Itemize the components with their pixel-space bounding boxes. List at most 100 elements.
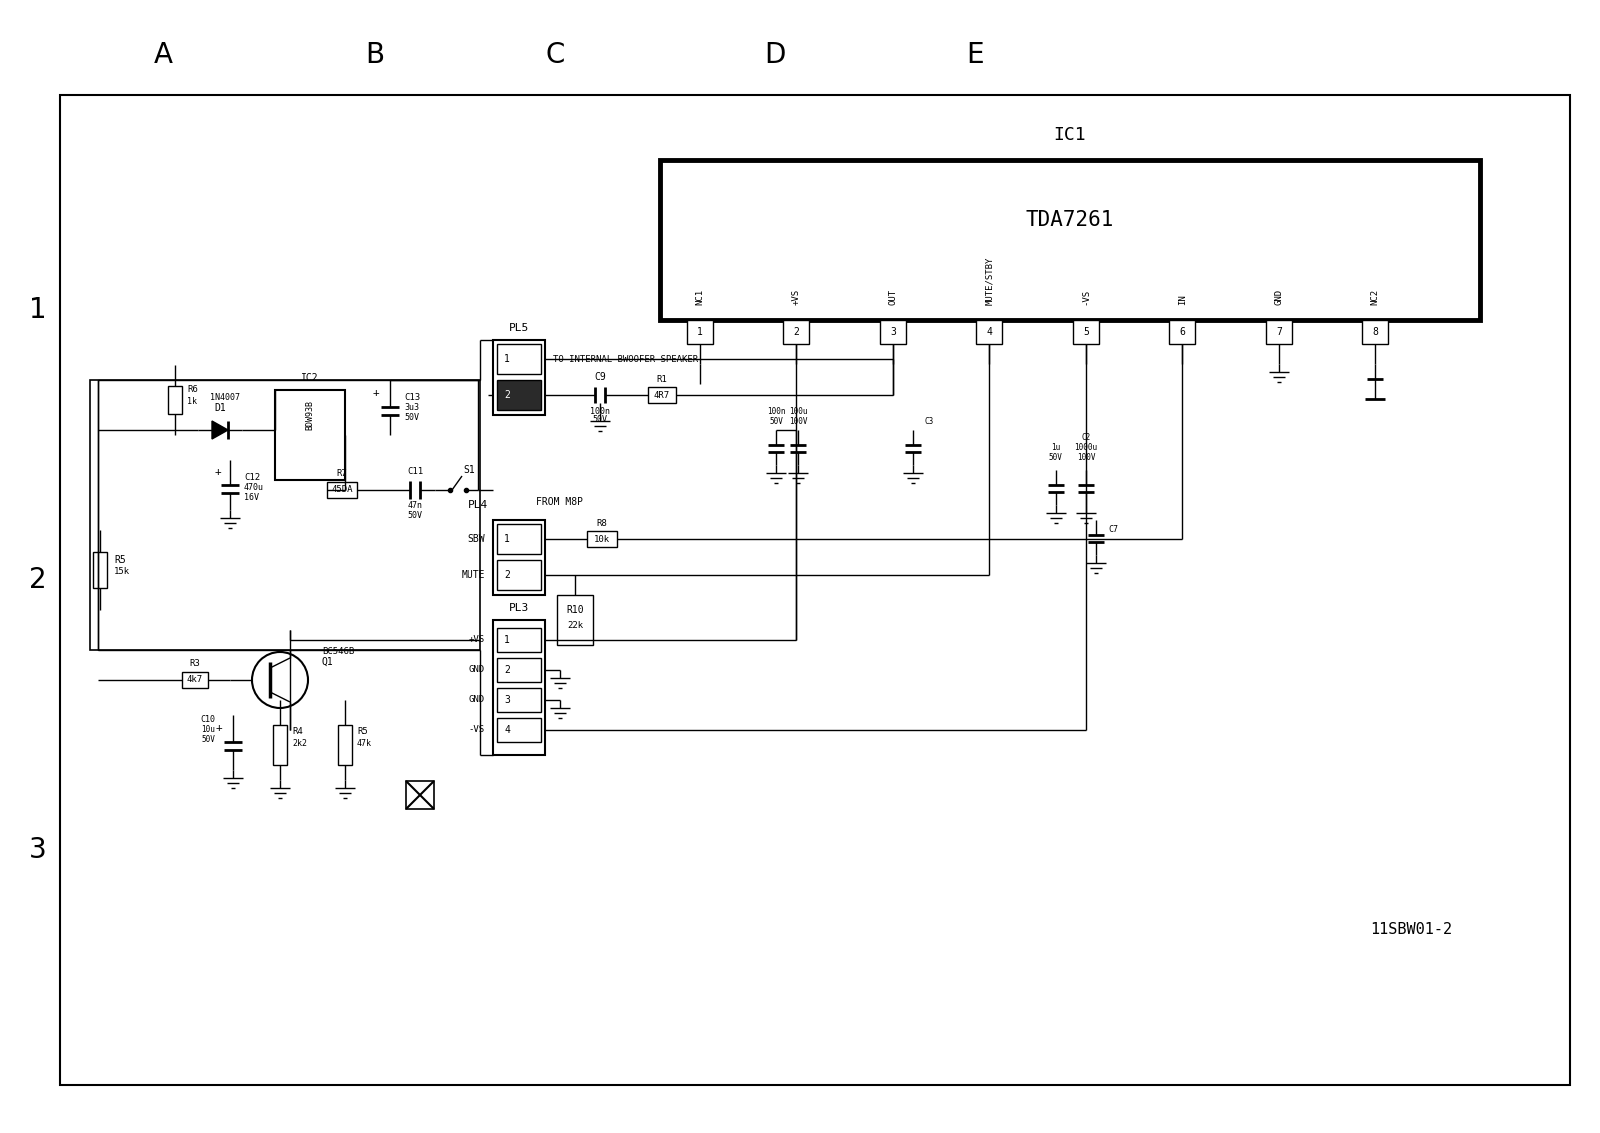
Text: 16V: 16V (243, 494, 259, 503)
Bar (1170, 320, 1195, 344)
Bar (880, 320, 906, 344)
Text: GND: GND (469, 665, 485, 674)
Text: C12: C12 (243, 474, 261, 483)
Text: NC1: NC1 (696, 289, 704, 305)
Text: 1N4007: 1N4007 (210, 393, 240, 402)
Bar (493, 620, 546, 755)
Text: R10: R10 (566, 605, 584, 615)
Bar (182, 672, 208, 688)
Text: S1: S1 (462, 465, 475, 475)
Text: 1k: 1k (187, 398, 197, 407)
Bar (498, 688, 541, 712)
Text: 47n: 47n (408, 502, 422, 511)
Text: 22k: 22k (566, 621, 582, 630)
Text: 47k: 47k (357, 740, 371, 749)
Text: 2: 2 (29, 566, 46, 594)
Bar (661, 160, 1480, 320)
Text: 470u: 470u (243, 484, 264, 493)
Bar (498, 628, 541, 651)
Text: GND: GND (469, 696, 485, 705)
Text: OUT: OUT (888, 289, 898, 305)
Bar (784, 320, 810, 344)
Bar (1266, 320, 1291, 344)
Bar (976, 320, 1003, 344)
Polygon shape (211, 421, 229, 438)
Bar (1074, 320, 1099, 344)
Bar (274, 725, 286, 765)
Text: R7: R7 (336, 469, 347, 478)
Text: C11: C11 (406, 468, 422, 477)
Text: BC546B: BC546B (322, 647, 354, 656)
Bar (498, 718, 541, 742)
Bar (338, 725, 352, 765)
Text: 4: 4 (504, 725, 510, 735)
Text: C10: C10 (200, 716, 214, 724)
Text: 4: 4 (987, 327, 992, 337)
Text: 15k: 15k (114, 568, 130, 577)
Text: PL3: PL3 (509, 603, 530, 613)
Text: R4: R4 (291, 727, 302, 736)
Text: TO INTERNAL BWOOFER SPEAKER: TO INTERNAL BWOOFER SPEAKER (554, 355, 698, 364)
Text: PL4: PL4 (467, 500, 488, 510)
Text: IC2: IC2 (301, 373, 318, 383)
Text: 50V: 50V (592, 416, 608, 425)
Bar (275, 390, 346, 480)
Text: -VS: -VS (1082, 289, 1090, 305)
Text: 50V: 50V (1050, 453, 1062, 462)
Bar (587, 531, 618, 547)
Bar (686, 320, 714, 344)
Text: +: + (216, 723, 222, 733)
Text: 50V: 50V (770, 417, 784, 426)
Text: 50V: 50V (403, 412, 419, 421)
Text: 45DA: 45DA (331, 486, 352, 494)
Text: C9: C9 (594, 372, 606, 382)
Text: BDW93B: BDW93B (306, 400, 315, 431)
Bar (498, 344, 541, 374)
Bar (498, 380, 541, 410)
Text: C3: C3 (925, 417, 934, 426)
Text: +VS: +VS (469, 636, 485, 645)
Bar (493, 340, 546, 415)
Text: 2: 2 (504, 665, 510, 675)
Text: 7: 7 (1275, 327, 1282, 337)
Bar (1362, 320, 1389, 344)
Text: SBW: SBW (467, 534, 485, 544)
Text: NC2: NC2 (1371, 289, 1379, 305)
Text: C2: C2 (1082, 434, 1091, 443)
Text: +VS: +VS (792, 289, 802, 305)
Bar (498, 658, 541, 682)
Text: 3: 3 (504, 695, 510, 705)
Text: MUTE: MUTE (461, 570, 485, 580)
Text: 4k7: 4k7 (187, 675, 203, 684)
Bar (90, 380, 480, 650)
Text: FROM M8P: FROM M8P (536, 497, 582, 506)
Text: 1: 1 (698, 327, 702, 337)
Text: R6: R6 (187, 385, 198, 394)
Text: R5: R5 (114, 555, 126, 565)
Text: 5: 5 (1083, 327, 1090, 337)
Text: R3: R3 (190, 659, 200, 668)
Text: 10k: 10k (594, 535, 610, 544)
Text: 2: 2 (504, 570, 510, 580)
Text: MUTE/STBY: MUTE/STBY (986, 257, 994, 305)
Text: PL5: PL5 (509, 323, 530, 333)
Text: 1u: 1u (1051, 443, 1061, 452)
Text: 1: 1 (504, 353, 510, 364)
Text: IC1: IC1 (1054, 126, 1086, 144)
Bar (493, 520, 546, 595)
Text: 100V: 100V (789, 417, 808, 426)
Text: 3u3: 3u3 (403, 402, 419, 411)
Text: 100u: 100u (789, 408, 808, 417)
Text: C7: C7 (1107, 526, 1118, 535)
Bar (557, 595, 594, 645)
Text: 2k2: 2k2 (291, 740, 307, 749)
Text: +: + (373, 387, 379, 398)
Bar (168, 386, 182, 414)
Text: TDA7261: TDA7261 (1026, 210, 1114, 230)
Text: R8: R8 (597, 519, 608, 528)
Text: 2: 2 (794, 327, 800, 337)
Bar (648, 387, 675, 403)
Bar (406, 781, 434, 809)
Text: 10u: 10u (202, 725, 214, 734)
Text: 100V: 100V (1077, 453, 1094, 462)
